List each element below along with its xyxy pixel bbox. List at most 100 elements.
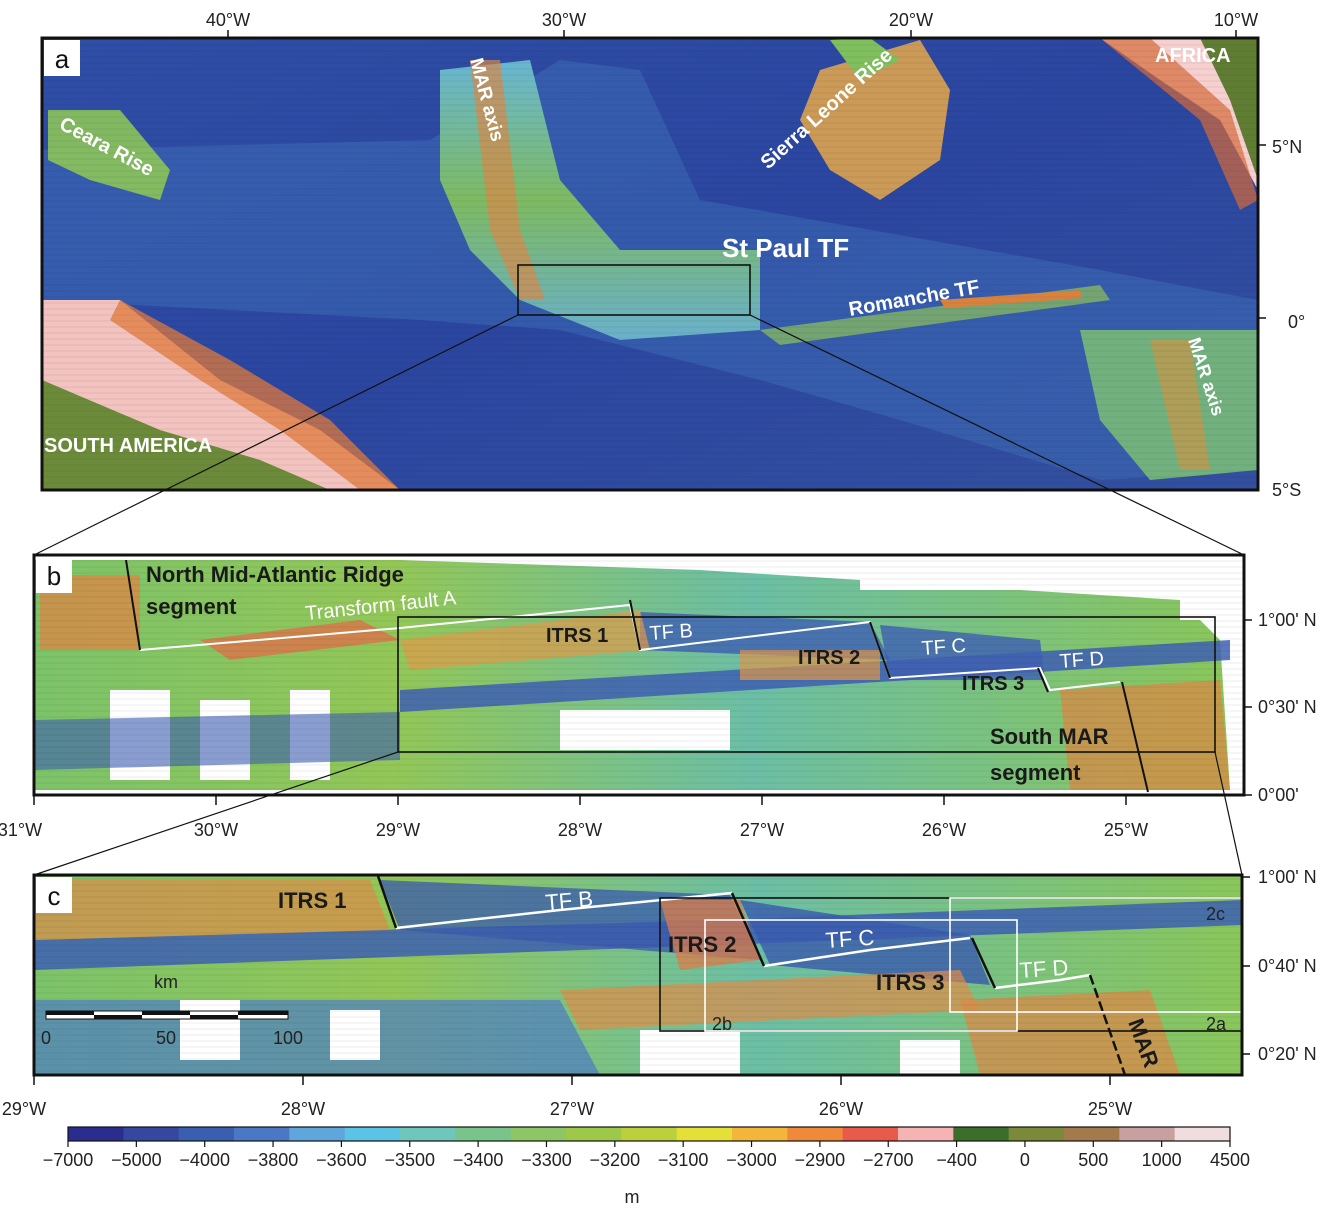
colorbar-ticks: −7000 −5000 −4000 −3800 −3600 −3500 −3400 −3300… (43, 1141, 1250, 1170)
colorbar-tick-label: −3800 (248, 1150, 299, 1170)
panel-c-label-box (36, 877, 72, 913)
label-tf-b-b: TF B (649, 620, 694, 645)
panel-c-mar-axis (1088, 974, 1127, 1076)
colorbar-cell (787, 1127, 844, 1141)
colorbar-cell (400, 1127, 456, 1141)
colorbar-cell (676, 1127, 733, 1141)
label-itrs3-b: ITRS 3 (962, 673, 1024, 695)
tick-5n: 5°N (1272, 137, 1302, 157)
colorbar-tick-label: 500 (1078, 1150, 1108, 1170)
colorbar-tick-label: −400 (936, 1150, 977, 1170)
colorbar-cell (510, 1127, 567, 1141)
panel-c-label: c (48, 881, 61, 911)
panel-b-north-ridge-axis (125, 559, 141, 651)
panel-b-texture (34, 555, 1244, 795)
panel-c-scale-bar: km 0 50 100 (41, 972, 303, 1048)
label-itrs2-b: ITRS 2 (798, 647, 860, 669)
tick-5s: 5°S (1272, 480, 1301, 500)
connector-a-b-right (749, 314, 1245, 556)
colorbar-cell (234, 1127, 290, 1141)
label-tf-d-b: TF D (1059, 648, 1105, 673)
colorbar-cell (289, 1127, 346, 1141)
panel-b-inset-box (397, 616, 1216, 753)
panel-b: b 31°W 30°W 29°W 28°W 27°W 26°W 25°W 1°0… (0, 553, 1317, 840)
panel-c-itrs3-axis (970, 937, 997, 989)
tick-28w-c: 28°W (281, 1099, 325, 1119)
panel-c: c km 0 50 100 29°W 28°W 27°W 26°W 25°W (2, 867, 1317, 1119)
tick-10w: 10°W (1214, 10, 1258, 30)
tick-40w: 40°W (206, 10, 250, 30)
colorbar-cell (123, 1127, 180, 1141)
panel-b-itrs1-axis (629, 599, 641, 651)
label-south-mar-segment-2: segment (990, 760, 1081, 785)
colorbar-cell (344, 1127, 401, 1141)
colorbar-tick-label: −2700 (863, 1150, 914, 1170)
colorbar-cell (455, 1127, 512, 1141)
tick-000-b: 0°00' (1258, 785, 1299, 805)
label-south-america: SOUTH AMERICA (44, 435, 212, 457)
colorbar-tick-label: −3500 (384, 1150, 435, 1170)
label-itrs3-c: ITRS 3 (876, 970, 944, 995)
tick-1n-b: 1°00' N (1258, 610, 1317, 630)
colorbar-cell (1008, 1127, 1065, 1141)
colorbar-cell (953, 1127, 1010, 1141)
colorbar-cell (898, 1127, 954, 1141)
label-tf-b-c: TF B (544, 886, 594, 915)
tick-30w: 30°W (542, 10, 586, 30)
panel-a-frame (40, 36, 1260, 492)
colorbar-tick-label: −5000 (111, 1150, 162, 1170)
tick-1n-c: 1°00' N (1258, 867, 1317, 887)
label-box-2c: 2c (1206, 904, 1225, 924)
label-north-mar-segment-2: segment (146, 594, 237, 619)
label-africa: AFRICA (1155, 45, 1231, 67)
colorbar-cell (732, 1127, 788, 1141)
panel-a-label: a (55, 44, 70, 74)
colorbar-tick-label: −4000 (179, 1150, 230, 1170)
tick-0: 0° (1288, 312, 1305, 332)
tick-26w-b: 26°W (922, 820, 966, 840)
label-itrs2-c: ITRS 2 (668, 932, 736, 957)
panel-b-label-box (36, 557, 72, 593)
scale-bar-tick-50: 50 (156, 1028, 176, 1048)
tick-26w-c: 26°W (819, 1099, 863, 1119)
panel-c-frame (32, 873, 1244, 1077)
label-itrs1-c: ITRS 1 (278, 888, 346, 913)
tick-25w-c: 25°W (1088, 1099, 1132, 1119)
scale-bar-unit: km (154, 972, 178, 992)
panel-a-inset-box (517, 264, 751, 316)
tick-28w-b: 28°W (558, 820, 602, 840)
colorbar-tick-label: −3000 (726, 1150, 777, 1170)
panel-c-right-ticks: 1°00' N 0°40' N 0°20' N (1242, 867, 1317, 1064)
tick-31w: 31°W (0, 820, 42, 840)
panel-b-itrs2-axis (869, 621, 891, 679)
label-tf-d-c: TF D (1019, 955, 1070, 983)
colorbar-cell (1119, 1127, 1176, 1141)
tick-30w-b: 30°W (194, 820, 238, 840)
label-st-paul-tf: St Paul TF (722, 233, 849, 263)
colorbar-tick-label: 1000 (1142, 1150, 1182, 1170)
tick-29w-b: 29°W (376, 820, 420, 840)
colorbar-tick-label: −7000 (43, 1150, 94, 1170)
panel-a: a 40°W 30°W 20°W 10°W 5°N 0° 5°S Ceara R… (40, 10, 1305, 500)
scale-bar-tick-100: 100 (273, 1028, 303, 1048)
tick-27w-c: 27°W (550, 1099, 594, 1119)
tick-29w-c: 29°W (2, 1099, 46, 1119)
tick-25w-b: 25°W (1104, 820, 1148, 840)
panel-c-texture (34, 875, 1242, 1075)
panel-b-bottom-ticks: 31°W 30°W 29°W 28°W 27°W 26°W 25°W (0, 795, 1148, 840)
panel-a-right-ticks: 5°N 0° 5°S (1258, 137, 1305, 500)
colorbar-cell (1064, 1127, 1120, 1141)
connector-a-b-left (33, 314, 519, 556)
colorbar-tick-label: 0 (1020, 1150, 1030, 1170)
label-tf-c-b: TF C (921, 635, 967, 660)
colorbar-tick-label: −3300 (521, 1150, 572, 1170)
panel-a-top-ticks: 40°W 30°W 20°W 10°W (206, 10, 1258, 38)
label-south-mar-segment-1: South MAR (990, 724, 1109, 749)
colorbar-cell (68, 1127, 124, 1141)
scale-bar-tick-0: 0 (41, 1028, 51, 1048)
label-box-2b: 2b (712, 1014, 732, 1034)
panel-a-label-box (44, 40, 80, 76)
colorbar-tick-label: −3200 (590, 1150, 641, 1170)
label-north-mar-segment-1: North Mid-Atlantic Ridge (146, 562, 404, 587)
